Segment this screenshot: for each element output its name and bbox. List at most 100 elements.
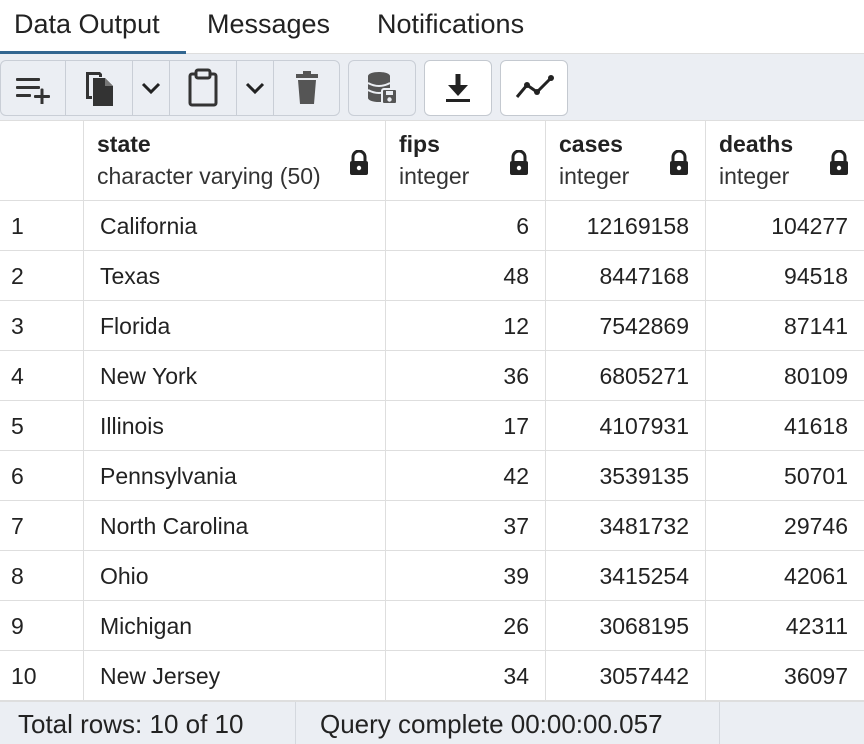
tab-data-output[interactable]: Data Output	[0, 0, 186, 55]
table-row[interactable]: 2 Texas 48 8447168 94518	[0, 251, 864, 301]
row-number-cell[interactable]: 1	[0, 201, 84, 251]
fips-cell[interactable]: 37	[386, 501, 546, 551]
graph-group	[500, 60, 568, 116]
tab-notifications[interactable]: Notifications	[377, 9, 525, 39]
row-number-cell[interactable]: 9	[0, 601, 84, 651]
deaths-cell[interactable]: 36097	[706, 651, 864, 701]
data-output-toolbar	[0, 54, 864, 121]
paste-icon	[186, 68, 220, 108]
state-cell[interactable]: California	[84, 201, 386, 251]
save-data-button[interactable]	[349, 61, 415, 115]
deaths-cell[interactable]: 29746	[706, 501, 864, 551]
deaths-cell[interactable]: 41618	[706, 401, 864, 451]
column-name: state	[97, 131, 151, 157]
table-row[interactable]: 6 Pennsylvania 42 3539135 50701	[0, 451, 864, 501]
row-number-cell[interactable]: 3	[0, 301, 84, 351]
tab-messages[interactable]: Messages	[207, 9, 331, 39]
column-type: integer	[559, 163, 630, 189]
table-row[interactable]: 9 Michigan 26 3068195 42311	[0, 601, 864, 651]
column-name: fips	[399, 131, 440, 157]
deaths-cell[interactable]: 94518	[706, 251, 864, 301]
fips-cell[interactable]: 34	[386, 651, 546, 701]
cases-cell[interactable]: 3481732	[546, 501, 706, 551]
state-cell[interactable]: Pennsylvania	[84, 451, 386, 501]
delete-button[interactable]	[274, 61, 339, 115]
state-cell[interactable]: Illinois	[84, 401, 386, 451]
state-cell[interactable]: New Jersey	[84, 651, 386, 701]
graph-visualiser-button[interactable]	[501, 61, 567, 115]
column-header-cases[interactable]: cases integer	[546, 121, 706, 201]
row-number-cell[interactable]: 7	[0, 501, 84, 551]
cases-cell[interactable]: 3057442	[546, 651, 706, 701]
table-row[interactable]: 7 North Carolina 37 3481732 29746	[0, 501, 864, 551]
cases-cell[interactable]: 3068195	[546, 601, 706, 651]
download-group	[424, 60, 492, 116]
row-number-cell[interactable]: 5	[0, 401, 84, 451]
cases-cell[interactable]: 4107931	[546, 401, 706, 451]
table-row[interactable]: 4 New York 36 6805271 80109	[0, 351, 864, 401]
column-name: cases	[559, 131, 623, 157]
fips-cell[interactable]: 26	[386, 601, 546, 651]
fips-cell[interactable]: 17	[386, 401, 546, 451]
copy-icon	[81, 68, 117, 108]
fips-cell[interactable]: 6	[386, 201, 546, 251]
table-row[interactable]: 5 Illinois 17 4107931 41618	[0, 401, 864, 451]
delete-icon	[293, 70, 321, 106]
fips-cell[interactable]: 39	[386, 551, 546, 601]
add-row-icon	[13, 72, 53, 104]
download-button[interactable]	[425, 61, 491, 115]
add-row-button[interactable]	[1, 61, 65, 115]
fips-cell[interactable]: 42	[386, 451, 546, 501]
copy-options-dropdown[interactable]	[133, 61, 169, 115]
fips-cell[interactable]: 36	[386, 351, 546, 401]
deaths-cell[interactable]: 42061	[706, 551, 864, 601]
row-number-cell[interactable]: 6	[0, 451, 84, 501]
column-header-fips[interactable]: fips integer	[386, 121, 546, 201]
state-cell[interactable]: Ohio	[84, 551, 386, 601]
column-header-state[interactable]: state character varying (50)	[84, 121, 386, 201]
cases-cell[interactable]: 7542869	[546, 301, 706, 351]
cases-cell[interactable]: 3415254	[546, 551, 706, 601]
query-status: Query complete 00:00:00.057	[296, 702, 720, 744]
paste-button[interactable]	[170, 61, 236, 115]
state-cell[interactable]: New York	[84, 351, 386, 401]
cases-cell[interactable]: 8447168	[546, 251, 706, 301]
column-type: integer	[399, 163, 470, 189]
column-header-deaths[interactable]: deaths integer	[706, 121, 864, 201]
download-icon	[443, 72, 473, 104]
table-row[interactable]: 3 Florida 12 7542869 87141	[0, 301, 864, 351]
state-cell[interactable]: Florida	[84, 301, 386, 351]
lock-icon	[348, 149, 370, 181]
row-number-cell[interactable]: 8	[0, 551, 84, 601]
column-type: integer	[719, 163, 790, 189]
column-name: deaths	[719, 131, 794, 157]
status-bar: Total rows: 10 of 10 Query complete 00:0…	[0, 701, 864, 744]
copy-button[interactable]	[66, 61, 132, 115]
paste-options-dropdown[interactable]	[237, 61, 273, 115]
fips-cell[interactable]: 12	[386, 301, 546, 351]
graph-visualiser-icon	[514, 74, 554, 102]
row-number-cell[interactable]: 10	[0, 651, 84, 701]
cases-cell[interactable]: 6805271	[546, 351, 706, 401]
result-tabs: Data Output Messages Notifications	[0, 0, 864, 55]
deaths-cell[interactable]: 87141	[706, 301, 864, 351]
state-cell[interactable]: Texas	[84, 251, 386, 301]
table-row[interactable]: 1 California 6 12169158 104277	[0, 201, 864, 251]
fips-cell[interactable]: 48	[386, 251, 546, 301]
cases-cell[interactable]: 3539135	[546, 451, 706, 501]
deaths-cell[interactable]: 50701	[706, 451, 864, 501]
table-row[interactable]: 8 Ohio 39 3415254 42061	[0, 551, 864, 601]
row-number-cell[interactable]: 4	[0, 351, 84, 401]
table-row[interactable]: 10 New Jersey 34 3057442 36097	[0, 651, 864, 701]
lock-icon	[508, 149, 530, 181]
state-cell[interactable]: North Carolina	[84, 501, 386, 551]
deaths-cell[interactable]: 42311	[706, 601, 864, 651]
cases-cell[interactable]: 12169158	[546, 201, 706, 251]
row-number-cell[interactable]: 2	[0, 251, 84, 301]
deaths-cell[interactable]: 104277	[706, 201, 864, 251]
row-number-header[interactable]	[0, 121, 84, 201]
deaths-cell[interactable]: 80109	[706, 351, 864, 401]
state-cell[interactable]: Michigan	[84, 601, 386, 651]
lock-icon	[668, 149, 690, 181]
chevron-down-icon	[140, 81, 162, 95]
